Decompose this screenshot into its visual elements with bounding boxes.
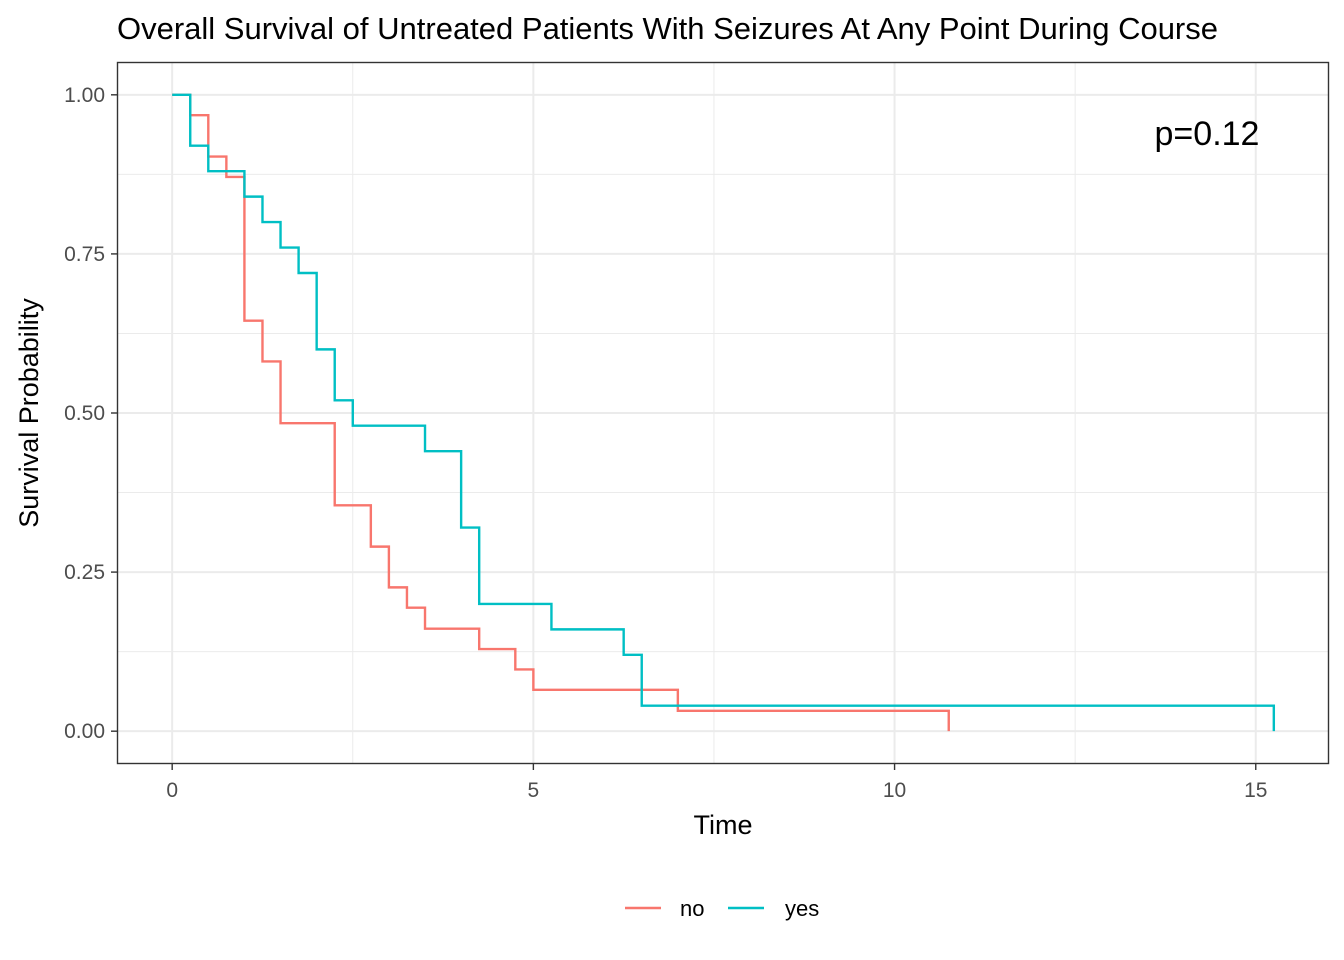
legend: no yes bbox=[625, 896, 819, 921]
chart-title: Overall Survival of Untreated Patients W… bbox=[117, 11, 1218, 46]
y-tick-label: 1.00 bbox=[64, 84, 105, 107]
x-tick-label: 15 bbox=[1244, 779, 1267, 802]
x-axis: 0 5 10 15 bbox=[166, 763, 1267, 802]
x-tick-label: 0 bbox=[166, 779, 178, 802]
survival-curve-no bbox=[172, 93, 950, 732]
grid bbox=[118, 63, 1328, 763]
y-tick-label: 0.25 bbox=[64, 561, 105, 584]
x-axis-title: Time bbox=[694, 810, 753, 840]
y-tick-label: 0.50 bbox=[64, 402, 105, 425]
x-tick-label: 10 bbox=[883, 779, 906, 802]
p-value-annotation: p=0.12 bbox=[1155, 115, 1260, 153]
legend-label-no: no bbox=[680, 896, 704, 921]
y-axis: 0.00 0.25 0.50 0.75 1.00 bbox=[64, 84, 118, 743]
legend-label-yes: yes bbox=[785, 896, 819, 921]
y-tick-label: 0.00 bbox=[64, 720, 105, 743]
x-tick-label: 5 bbox=[528, 779, 540, 802]
survival-curves bbox=[172, 93, 1276, 732]
y-axis-title: Survival Probability bbox=[14, 298, 44, 528]
survival-curve-yes bbox=[172, 93, 1276, 732]
y-tick-label: 0.75 bbox=[64, 243, 105, 266]
